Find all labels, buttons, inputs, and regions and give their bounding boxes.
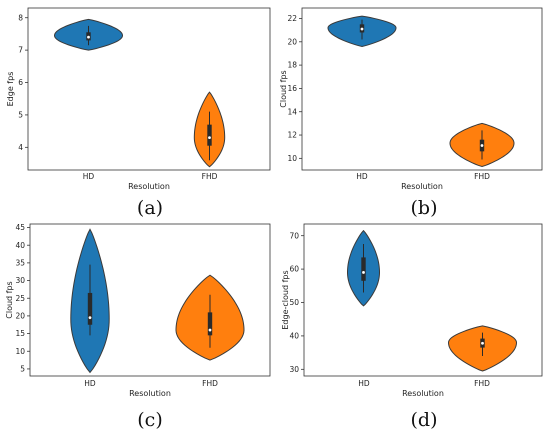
iqr-box-fhd bbox=[207, 124, 212, 146]
iqr-box-hd bbox=[87, 292, 93, 325]
y-tick-label: 22 bbox=[287, 14, 297, 23]
y-tick-label: 5 bbox=[18, 111, 23, 120]
y-ticks-d: 30 40 50 60 70 bbox=[289, 231, 304, 374]
y-tick-label: 5 bbox=[20, 365, 25, 374]
y-tick-label: 4 bbox=[18, 143, 23, 152]
median-dot-hd bbox=[88, 316, 92, 320]
y-tick-label: 40 bbox=[289, 332, 299, 341]
x-tick-label-fhd: FHD bbox=[202, 379, 218, 388]
x-tick-label-hd: HD bbox=[356, 172, 368, 181]
median-dot-hd bbox=[362, 271, 365, 274]
median-dot-fhd bbox=[208, 136, 211, 140]
y-tick-label: 30 bbox=[15, 276, 25, 285]
y-tick-label: 70 bbox=[289, 231, 299, 240]
median-dot-fhd bbox=[480, 144, 484, 147]
y-ticks-a: 4 5 6 7 8 bbox=[18, 13, 28, 152]
iqr-box-hd bbox=[361, 257, 366, 281]
y-tick-label: 15 bbox=[15, 329, 25, 338]
x-axis-label: Resolution bbox=[401, 182, 443, 191]
y-tick-label: 6 bbox=[18, 78, 23, 87]
panel-b: 10 12 14 16 18 20 22 HD FHD Resolution Cloud f… bbox=[279, 7, 543, 219]
y-tick-label: 10 bbox=[287, 154, 297, 163]
iqr-box-fhd bbox=[207, 312, 213, 336]
x-tick-label-hd: HD bbox=[358, 379, 370, 388]
y-tick-label: 10 bbox=[15, 347, 25, 356]
y-tick-label: 50 bbox=[289, 298, 299, 307]
plot-frame-c bbox=[29, 223, 271, 377]
x-tick-label-hd: HD bbox=[84, 379, 96, 388]
caption-b: (b) bbox=[411, 197, 438, 219]
y-axis-label: Edge fps bbox=[6, 72, 15, 107]
y-tick-label: 12 bbox=[287, 131, 297, 140]
y-tick-label: 25 bbox=[15, 294, 25, 303]
plot-frame-b bbox=[301, 7, 543, 171]
median-dot-fhd bbox=[208, 328, 212, 332]
y-tick-label: 16 bbox=[287, 84, 297, 93]
y-tick-label: 20 bbox=[15, 312, 25, 321]
y-axis-label: Edge-cloud fps bbox=[281, 270, 290, 329]
y-tick-label: 20 bbox=[287, 37, 297, 46]
violins-a bbox=[53, 18, 226, 168]
caption-c: (c) bbox=[137, 409, 162, 431]
y-tick-label: 18 bbox=[287, 61, 297, 70]
y-tick-label: 45 bbox=[15, 223, 25, 232]
x-axis-label: Resolution bbox=[128, 182, 170, 191]
violins-b bbox=[327, 15, 515, 168]
y-tick-label: 8 bbox=[18, 13, 23, 22]
x-tick-label-hd: HD bbox=[83, 172, 95, 181]
violins-c bbox=[70, 228, 245, 374]
violins-d bbox=[346, 229, 518, 372]
caption-a: (a) bbox=[137, 197, 163, 219]
y-tick-label: 40 bbox=[15, 241, 25, 250]
y-tick-label: 7 bbox=[18, 46, 23, 55]
x-axis-label: Resolution bbox=[402, 389, 444, 398]
panel-c: 5 10 15 20 25 30 35 40 45 HD FHD Resolution Clou… bbox=[5, 223, 271, 431]
panel-d: 30 40 50 60 70 HD FHD Resolution Edge-cloud … bbox=[281, 223, 543, 431]
y-tick-label: 30 bbox=[289, 365, 299, 374]
median-dot-hd bbox=[360, 27, 364, 31]
y-tick-label: 60 bbox=[289, 265, 299, 274]
caption-d: (d) bbox=[411, 409, 438, 431]
y-tick-label: 35 bbox=[15, 258, 25, 267]
y-ticks-c: 5 10 15 20 25 30 35 40 45 bbox=[15, 223, 30, 374]
plot-frame-d bbox=[303, 223, 543, 377]
median-dot-fhd bbox=[481, 341, 484, 345]
x-tick-label-fhd: FHD bbox=[474, 172, 490, 181]
panel-a: 4 5 6 7 8 HD FHD Resolution Edge fps (a) bbox=[6, 7, 271, 219]
y-ticks-b: 10 12 14 16 18 20 22 bbox=[287, 14, 302, 163]
median-dot-hd bbox=[87, 35, 90, 39]
x-axis-label: Resolution bbox=[129, 389, 171, 398]
y-axis-label: Cloud fps bbox=[279, 70, 288, 107]
y-axis-label: Cloud fps bbox=[5, 281, 14, 318]
x-tick-label-fhd: FHD bbox=[202, 172, 218, 181]
x-tick-label-fhd: FHD bbox=[474, 379, 490, 388]
plot-frame-a bbox=[27, 7, 271, 171]
y-tick-label: 14 bbox=[287, 107, 297, 116]
